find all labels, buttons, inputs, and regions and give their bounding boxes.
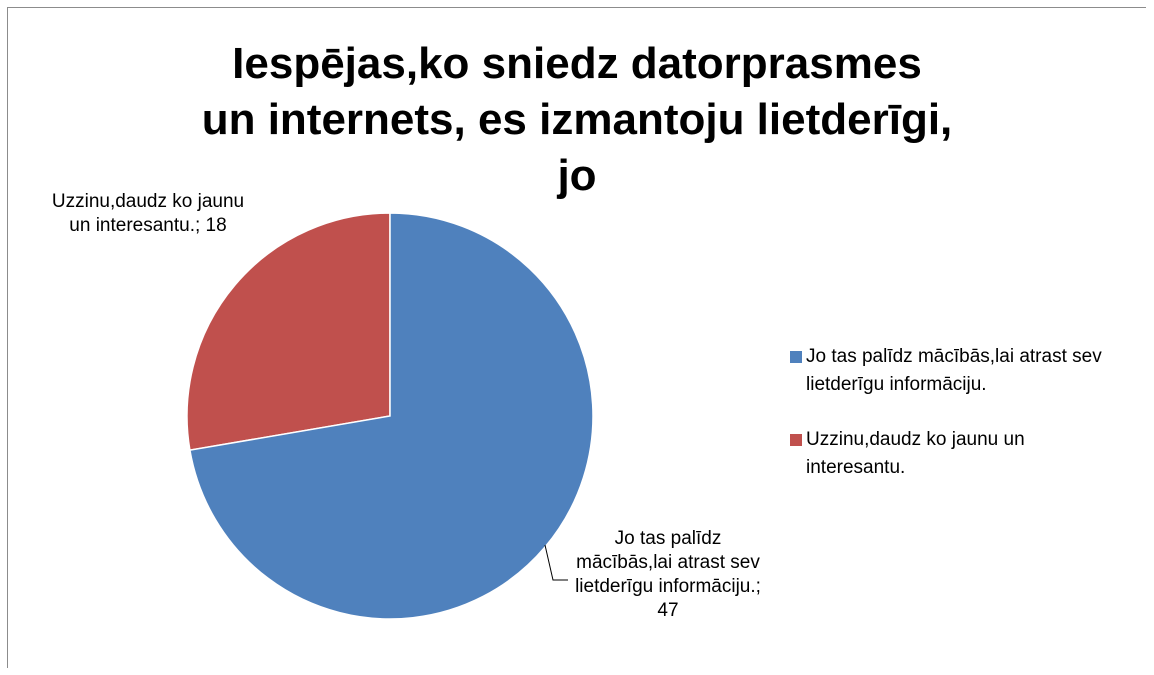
legend-swatch	[790, 434, 802, 446]
data-label: Jo tas palīdz mācībās,lai atrast sev lie…	[575, 528, 761, 621]
leader-line	[544, 544, 568, 581]
legend-swatch	[790, 351, 802, 363]
legend-entry: Jo tas palīdz mācībās,lai atrast sev lie…	[806, 346, 1102, 395]
chart-frame	[7, 7, 1146, 668]
chart-title: Iespējas,ko sniedz datorprasmes un inter…	[201, 39, 953, 200]
data-label: Uzzinu,daudz ko jaunu un interesantu.; 1…	[51, 191, 245, 236]
legend-entry: Uzzinu,daudz ko jaunu un interesantu.	[806, 429, 1025, 478]
pie-slice	[186, 212, 391, 452]
